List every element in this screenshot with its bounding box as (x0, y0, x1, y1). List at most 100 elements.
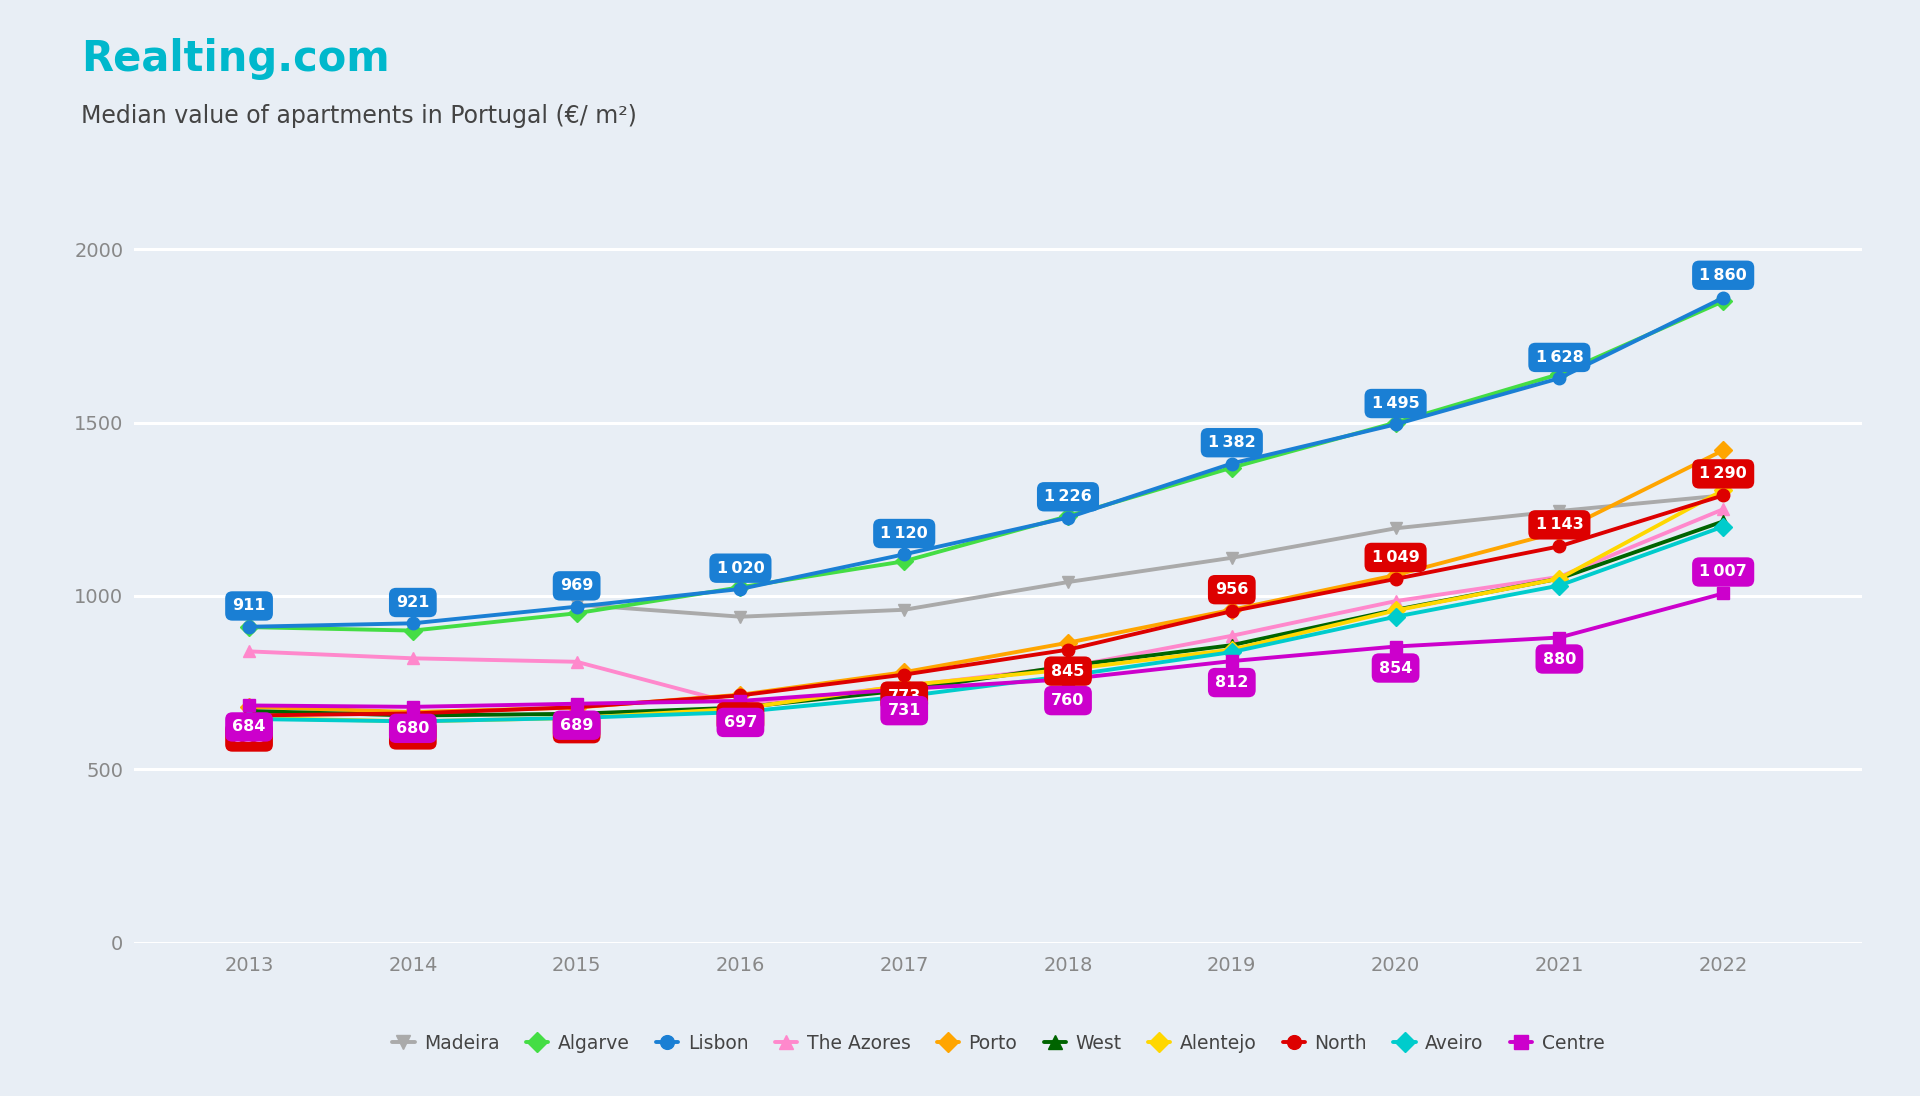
Porto (1056, 636, 1079, 649)
Madeira (1221, 551, 1244, 564)
Aveiro (1711, 520, 1734, 533)
North (1384, 572, 1407, 585)
Lisbon (893, 548, 916, 561)
Porto (564, 701, 588, 715)
West (401, 709, 424, 722)
North (1221, 605, 1244, 618)
Porto (238, 700, 261, 713)
North (730, 688, 753, 701)
The Azores (1221, 629, 1244, 642)
Aveiro (730, 706, 753, 719)
North (1548, 539, 1571, 552)
West (1548, 572, 1571, 585)
West (564, 707, 588, 720)
North (238, 709, 261, 722)
Text: 1 860: 1 860 (1699, 267, 1747, 283)
West (1384, 603, 1407, 616)
Lisbon (1056, 511, 1079, 524)
Text: 697: 697 (724, 715, 756, 730)
Alentejo (1384, 604, 1407, 617)
Centre (1711, 587, 1734, 601)
Algarve (1384, 416, 1407, 430)
Lisbon (238, 620, 261, 633)
Aveiro (1056, 669, 1079, 682)
Text: 1 382: 1 382 (1208, 435, 1256, 450)
Text: 1 007: 1 007 (1699, 564, 1747, 580)
Porto (893, 665, 916, 678)
Text: 731: 731 (887, 704, 922, 718)
Madeira (564, 598, 588, 612)
Centre (893, 683, 916, 696)
Line: Algarve: Algarve (242, 295, 1730, 637)
Algarve (1711, 295, 1734, 308)
Text: 1 143: 1 143 (1536, 517, 1584, 533)
The Azores (1056, 661, 1079, 674)
Legend: Madeira, Algarve, Lisbon, The Azores, Porto, West, Alentejo, North, Aveiro, Cent: Madeira, Algarve, Lisbon, The Azores, Po… (384, 1027, 1613, 1061)
Madeira (730, 610, 753, 624)
Text: 1 226: 1 226 (1044, 489, 1092, 504)
Porto (1711, 444, 1734, 457)
Centre (1056, 673, 1079, 686)
North (564, 700, 588, 713)
Text: 655: 655 (232, 730, 265, 744)
Algarve (238, 620, 261, 633)
Line: Porto: Porto (242, 444, 1730, 718)
West (1221, 639, 1244, 652)
The Azores (238, 644, 261, 658)
Text: 1 020: 1 020 (716, 561, 764, 575)
Text: Median value of apartments in Portugal (€/ m²): Median value of apartments in Portugal (… (81, 104, 637, 128)
Alentejo (1221, 643, 1244, 657)
Text: 1 120: 1 120 (881, 526, 927, 541)
Text: 689: 689 (561, 718, 593, 733)
Lisbon (401, 617, 424, 630)
Alentejo (893, 678, 916, 692)
Text: 760: 760 (1052, 693, 1085, 708)
Text: 1 290: 1 290 (1699, 467, 1747, 481)
The Azores (1548, 570, 1571, 583)
Aveiro (1384, 610, 1407, 624)
Lisbon (564, 601, 588, 614)
North (1056, 643, 1079, 657)
Lisbon (1384, 418, 1407, 431)
Alentejo (238, 711, 261, 724)
Algarve (730, 581, 753, 594)
Porto (1548, 525, 1571, 538)
Madeira (1384, 522, 1407, 535)
Text: 1 495: 1 495 (1371, 396, 1419, 411)
Line: The Azores: The Azores (242, 503, 1730, 711)
Aveiro (238, 712, 261, 726)
Text: 911: 911 (232, 598, 265, 614)
Text: 713: 713 (724, 709, 756, 724)
Lisbon (1221, 457, 1244, 470)
Line: Centre: Centre (242, 587, 1730, 713)
The Azores (730, 698, 753, 711)
Line: Alentejo: Alentejo (242, 484, 1730, 728)
Lisbon (730, 582, 753, 595)
Centre (730, 695, 753, 708)
The Azores (1711, 503, 1734, 516)
Algarve (564, 607, 588, 620)
Text: 845: 845 (1052, 664, 1085, 678)
Madeira (893, 603, 916, 616)
Centre (1384, 640, 1407, 653)
Algarve (401, 624, 424, 637)
West (238, 705, 261, 718)
The Azores (564, 655, 588, 669)
Centre (1221, 654, 1244, 667)
The Azores (1384, 594, 1407, 607)
Porto (401, 706, 424, 719)
The Azores (893, 680, 916, 693)
Madeira (1056, 575, 1079, 589)
North (401, 707, 424, 720)
Madeira (1548, 504, 1571, 517)
Text: 1 049: 1 049 (1371, 550, 1419, 564)
Line: Aveiro: Aveiro (242, 521, 1730, 728)
Line: Madeira: Madeira (570, 489, 1730, 623)
Text: 1 628: 1 628 (1536, 350, 1584, 365)
Text: Realting.com: Realting.com (81, 38, 390, 80)
Text: 880: 880 (1542, 651, 1576, 666)
West (1711, 515, 1734, 528)
Text: 969: 969 (561, 579, 593, 593)
North (1711, 489, 1734, 502)
Text: 661: 661 (396, 728, 430, 742)
